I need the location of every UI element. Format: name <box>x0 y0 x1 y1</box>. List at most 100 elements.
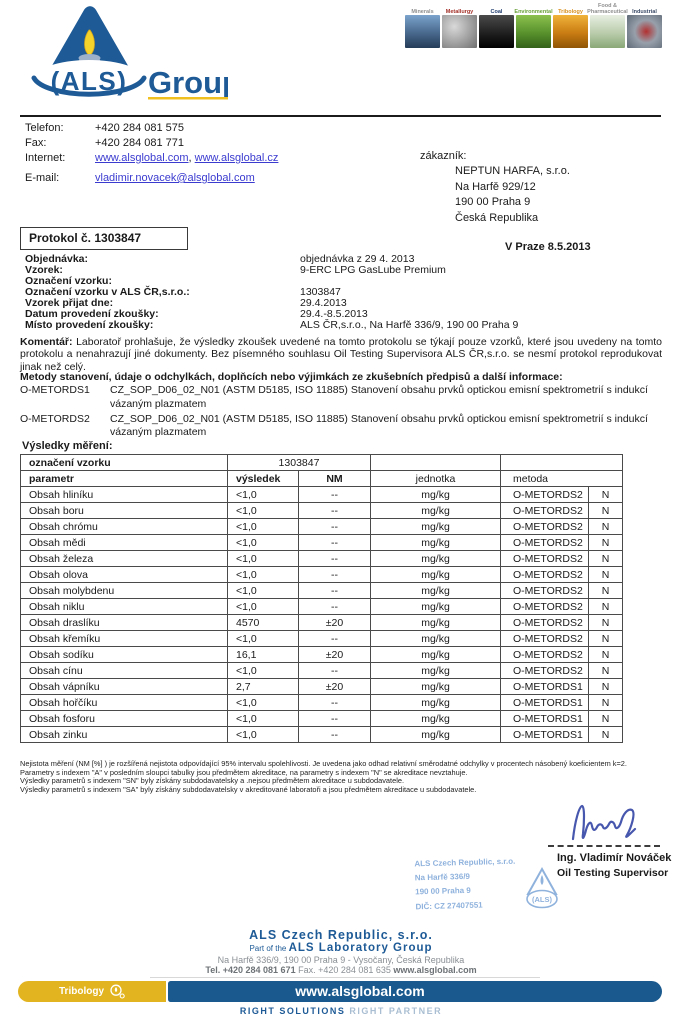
customer-name: NEPTUN HARFA, s.r.o. <box>455 165 570 177</box>
footnote-line: Parametry s indexem "A" v posledním slou… <box>20 767 468 777</box>
email-label: E-mail: <box>25 172 60 184</box>
cell-parametr: Obsah mědi <box>20 534 228 551</box>
cell-parametr: Obsah sodíku <box>20 646 228 663</box>
cell-jednotka: mg/kg <box>370 582 501 599</box>
cell-jednotka: mg/kg <box>370 646 501 663</box>
cell-index: N <box>588 518 623 535</box>
cell-jednotka: mg/kg <box>370 534 501 551</box>
industry-tile: Tribology <box>553 2 588 48</box>
sample-info-row: Označení vzorku v ALS ČR,s.r.o.: 1303847 <box>25 287 518 298</box>
result-row: Obsah boru <1,0 -- mg/kg O-METORDS2 N <box>20 502 623 519</box>
sample-info-label: Vzorek přijat dne: <box>25 297 114 309</box>
result-row: Obsah chrómu <1,0 -- mg/kg O-METORDS2 N <box>20 518 623 535</box>
cell-parametr: Obsah draslíku <box>20 614 228 631</box>
result-row: Obsah molybdenu <1,0 -- mg/kg O-METORDS2… <box>20 582 623 599</box>
stamp-line: DIČ: CZ 27407551 <box>415 900 483 911</box>
footnotes-block: Nejistota měření (NM [%] ) je rozšířená … <box>20 759 670 794</box>
cell-index: N <box>588 534 623 551</box>
cell-index: N <box>588 694 623 711</box>
cell-nm: -- <box>298 486 371 503</box>
telefon-value: +420 284 081 575 <box>95 122 185 134</box>
cell-index: N <box>588 678 623 695</box>
comment-label: Komentář: <box>20 336 73 348</box>
col-header-parametr: parametr <box>20 470 228 487</box>
alsglobal-cz-link[interactable]: www.alsglobal.cz <box>194 152 279 164</box>
customer-address-line: Česká Republika <box>455 211 539 224</box>
result-row: Obsah olova <1,0 -- mg/kg O-METORDS2 N <box>20 566 623 583</box>
tribology-droplet-icon <box>110 984 125 999</box>
sample-info-value: 1303847 <box>300 286 341 298</box>
cell-jednotka: mg/kg <box>370 726 501 743</box>
result-row: Obsah vápníku 2,7 ±20 mg/kg O-METORDS1 N <box>20 678 623 695</box>
method-code: O-METORDS2 <box>20 412 90 425</box>
cell-jednotka: mg/kg <box>370 694 501 711</box>
cell-jednotka: mg/kg <box>370 598 501 615</box>
customer-address: NEPTUN HARFA, s.r.o. Na Harfě 929/12 190 … <box>455 164 570 226</box>
footnote-line: Výsledky parametrů s indexem "SN" byly z… <box>20 776 405 786</box>
signature-line <box>548 845 660 847</box>
industry-label: Environmental <box>514 9 553 15</box>
result-row: Obsah hliníku <1,0 -- mg/kg O-METORDS2 N <box>20 486 623 503</box>
fax-label: Fax: <box>25 137 47 149</box>
header-divider <box>20 115 661 117</box>
col-header-jednotka: jednotka <box>370 470 501 487</box>
alsglobal-com-link[interactable]: www.alsglobal.com <box>95 152 189 164</box>
cell-parametr: Obsah hliníku <box>20 486 228 503</box>
sample-info-value: 29.4.-8.5.2013 <box>300 308 368 320</box>
cell-jednotka: mg/kg <box>370 662 501 679</box>
laboratory-group-text: ALS Laboratory Group <box>288 942 433 954</box>
result-row: Obsah draslíku 4570 ±20 mg/kg O-METORDS2… <box>20 614 623 631</box>
customer-address-lines: Na Harfě 929/12 190 00 Praha 9 Česká Repub… <box>455 180 570 227</box>
stamp-line: ALS Czech Republic, s.r.o. <box>414 856 516 869</box>
result-row: Obsah fosforu <1,0 -- mg/kg O-METORDS1 N <box>20 710 623 727</box>
sample-info-row: Vzorek přijat dne: 29.4.2013 <box>25 298 518 309</box>
als-group-logo: (ALS) Group <box>31 6 228 100</box>
cell-metoda: O-METORDS1 <box>500 710 589 727</box>
footnote-line: Nejistota měření (NM [%] ) je rozšířená … <box>20 759 627 768</box>
tagline-strong: RIGHT SOLUTIONS <box>239 1006 346 1016</box>
sample-info-label: Datum provedení zkoušky: <box>25 308 159 320</box>
footer-tel-number: +420 284 081 671 <box>222 965 296 975</box>
result-row: Obsah železa <1,0 -- mg/kg O-METORDS2 N <box>20 550 623 567</box>
customer-address-line: Na Harfě 929/12 <box>455 180 536 193</box>
fax-value: +420 284 081 771 <box>95 137 185 149</box>
tribology-bar: Tribology <box>18 981 166 1002</box>
cell-vysledek: <1,0 <box>227 598 299 615</box>
cell-nm: -- <box>298 630 371 647</box>
cell-parametr: Obsah boru <box>20 502 228 519</box>
result-row: Obsah sodíku 16,1 ±20 mg/kg O-METORDS2 N <box>20 646 623 663</box>
sample-info-row: Místo provedení zkoušky: ALS ČR,s.r.o., … <box>25 320 518 331</box>
footer-address: Na Harfě 336/9, 190 00 Praha 9 - Vysočan… <box>217 955 465 965</box>
cell-metoda: O-METORDS2 <box>500 550 589 567</box>
contact-row-fax: Fax: +420 284 081 771 <box>25 136 278 151</box>
link-separator: , <box>188 152 195 164</box>
industry-label: Food & Pharmaceutical <box>587 3 628 15</box>
cell-parametr: Obsah cínu <box>20 662 228 679</box>
cell-parametr: Obsah niklu <box>20 598 228 615</box>
industry-tile: Environmental <box>514 2 553 48</box>
cell-index: N <box>588 662 623 679</box>
cell-vysledek: <1,0 <box>227 550 299 567</box>
cell-vysledek: <1,0 <box>227 726 299 743</box>
industry-tile: Minerals <box>405 2 440 48</box>
cell-metoda: O-METORDS2 <box>500 646 589 663</box>
industry-label: Coal <box>490 9 503 15</box>
industry-photo <box>627 15 662 48</box>
email-link[interactable]: vladimir.novacek@alsglobal.com <box>95 172 255 184</box>
result-row: Obsah křemíku <1,0 -- mg/kg O-METORDS2 N <box>20 630 623 647</box>
cell-parametr: Obsah olova <box>20 566 228 583</box>
cell-vysledek: <1,0 <box>227 630 299 647</box>
industry-photo <box>590 15 625 48</box>
cell-vysledek: 4570 <box>227 614 299 631</box>
method-description: CZ_SOP_D06_02_N01 (ASTM D5185, ISO 11885… <box>110 412 648 439</box>
cell-nm: ±20 <box>298 614 371 631</box>
industry-photo <box>479 15 514 48</box>
protocol-number-box: Protokol č. 1303847 <box>20 227 188 250</box>
cell-metoda: O-METORDS1 <box>500 726 589 743</box>
result-row: Obsah mědi <1,0 -- mg/kg O-METORDS2 N <box>20 534 623 551</box>
footer-contact-line: Tel. +420 284 081 671 Fax. +420 284 081 … <box>0 965 682 975</box>
footer-fax: Fax. +420 284 081 635 <box>295 965 394 975</box>
cell-nm: -- <box>298 550 371 567</box>
cell-jednotka: mg/kg <box>370 518 501 535</box>
industry-tile: Industrial <box>627 2 662 48</box>
